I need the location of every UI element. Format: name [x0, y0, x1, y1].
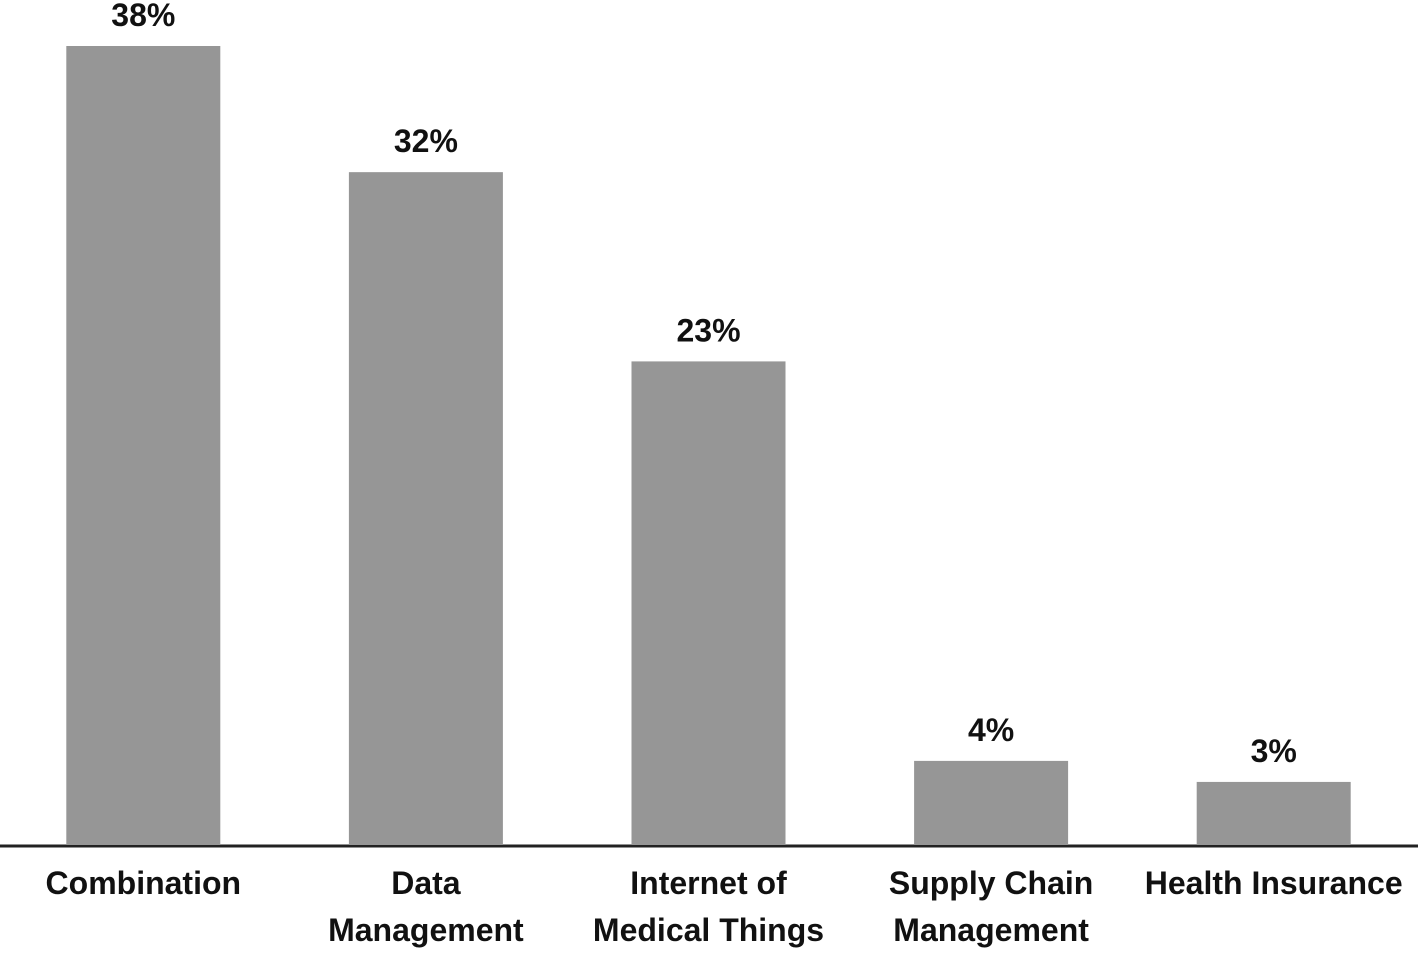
x-tick-label: Combination	[45, 865, 242, 901]
bar	[1196, 781, 1351, 845]
bar	[914, 760, 1069, 845]
bar	[66, 46, 221, 845]
x-tick-label: Supply Chain Management	[888, 865, 1094, 948]
value-label: 38%	[111, 0, 175, 33]
value-label: 23%	[676, 312, 740, 348]
x-tick-label: Health Insurance	[1144, 865, 1403, 901]
value-label: 32%	[394, 123, 458, 159]
value-label: 4%	[968, 712, 1014, 748]
x-tick-label: Internet of Medical Things	[592, 865, 825, 948]
value-label: 3%	[1251, 733, 1297, 769]
bar	[348, 172, 503, 845]
x-tick-label: Data Management	[328, 865, 524, 948]
bar	[631, 361, 786, 845]
